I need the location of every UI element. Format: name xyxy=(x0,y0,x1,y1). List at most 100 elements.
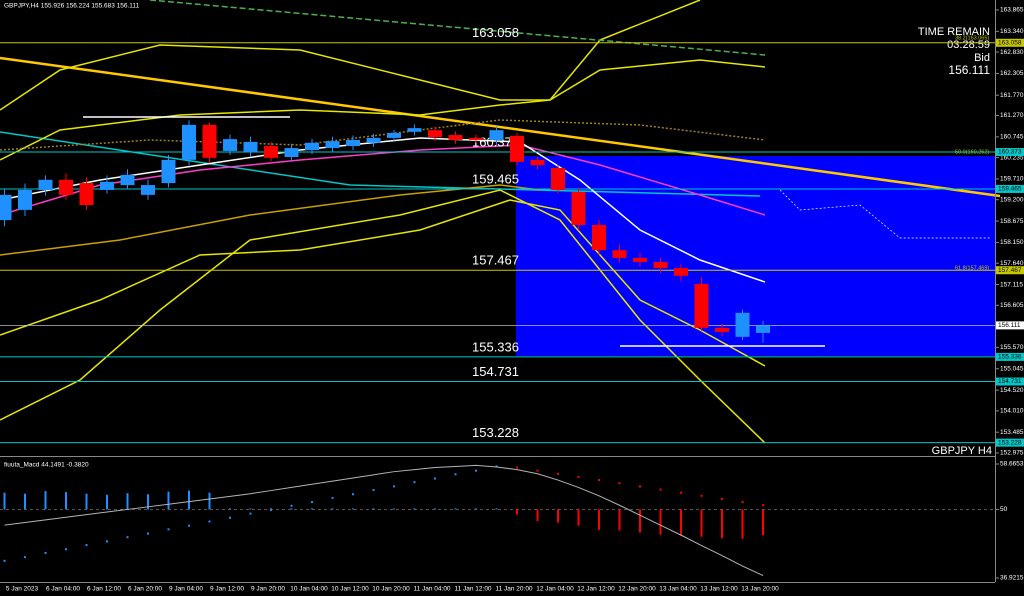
x-tick-label: 13 Jan 04:00 xyxy=(659,586,697,593)
x-tick-label: 10 Jan 20:00 xyxy=(372,586,410,593)
ma-line xyxy=(0,137,766,283)
y-tick-label: 155.570 xyxy=(1000,344,1024,351)
level-label: 159.465 xyxy=(472,171,519,186)
x-tick-label: 6 Jan 20:00 xyxy=(128,586,162,593)
candle-body xyxy=(325,141,340,149)
symbol-label: GBPJPY H4 xyxy=(932,445,992,457)
candle-body xyxy=(100,181,114,190)
x-tick-label: 11 Jan 20:00 xyxy=(495,586,532,593)
x-tick-label: 12 Jan 20:00 xyxy=(618,586,656,593)
signal-dot xyxy=(434,477,436,480)
x-tick-label: 5 Jan 2023 xyxy=(6,586,39,593)
y-tick-label: 157.115 xyxy=(1000,281,1023,288)
signal-dot xyxy=(557,472,559,475)
level-box xyxy=(996,266,1024,275)
candle-body xyxy=(366,137,381,143)
signal-dot xyxy=(208,520,211,523)
candle-body xyxy=(0,194,12,221)
candle-body xyxy=(633,257,647,262)
level-box-label: 159.465 xyxy=(998,186,1022,193)
signal-dot xyxy=(352,493,354,496)
signal-dot xyxy=(659,488,662,491)
x-tick-label: 9 Jan 12:00 xyxy=(210,586,244,593)
candle-body xyxy=(120,174,135,186)
signal-dot xyxy=(393,485,395,488)
candle-body xyxy=(407,128,422,132)
candle-body xyxy=(223,139,237,151)
candle-body xyxy=(161,159,176,184)
x-tick-label: 9 Jan 04:00 xyxy=(169,586,203,593)
x-tick-label: 11 Jan 12:00 xyxy=(454,586,491,593)
signal-dot xyxy=(741,501,744,504)
y-tick-label: 162.830 xyxy=(1000,49,1024,56)
x-tick-label: 13 Jan 12:00 xyxy=(700,586,738,593)
candle-body xyxy=(428,130,442,138)
level-box-label: 155.336 xyxy=(998,354,1022,361)
signal-dot xyxy=(3,559,6,562)
x-tick-label: 11 Jan 04:00 xyxy=(413,586,450,593)
candle-body xyxy=(653,261,668,269)
candle-body xyxy=(59,179,73,195)
signal-dot xyxy=(85,544,88,547)
main-line xyxy=(4,464,764,576)
level-box-label: 154.731 xyxy=(998,378,1022,385)
signal-dot xyxy=(372,489,375,492)
y-tick-label: 160.745 xyxy=(1000,134,1024,141)
y-tick-label: 152.975 xyxy=(1000,450,1024,457)
y-tick-label: 154.520 xyxy=(1000,387,1024,394)
signal-dot xyxy=(270,508,272,511)
level-label: 155.336 xyxy=(472,339,519,354)
signal-dot xyxy=(454,473,457,476)
x-tick-label: 12 Jan 04:00 xyxy=(536,586,574,593)
signal-dot xyxy=(188,524,190,527)
y-tick-label: 158.150 xyxy=(1000,239,1024,246)
signal-dot xyxy=(639,485,641,488)
signal-dot xyxy=(249,512,252,515)
y-tick-label: 157.640 xyxy=(1000,260,1024,267)
level-label: 160.373 xyxy=(472,134,519,149)
y-tick-label: 162.305 xyxy=(1000,70,1024,77)
candle-body xyxy=(284,148,299,158)
candle-body xyxy=(592,224,606,251)
indicators xyxy=(0,0,1001,444)
bid-box-label: 156.111 xyxy=(998,322,1021,329)
macd-title: fiuuta_Macd 44.1491 -0.3820 xyxy=(4,462,89,469)
level-box-label: 157.467 xyxy=(998,267,1022,274)
x-tick-label: 10 Jan 04:00 xyxy=(290,586,328,593)
bid-title: Bid xyxy=(974,52,990,64)
ma-line xyxy=(0,184,541,256)
level-box xyxy=(996,352,1024,361)
y-tick-label: 36.9215 xyxy=(1000,575,1024,582)
bid-box xyxy=(996,321,1024,330)
candle-body xyxy=(756,325,770,333)
signal-dot xyxy=(167,528,170,531)
level-box-label: 163.058 xyxy=(998,40,1022,47)
candle-body xyxy=(571,192,586,225)
level-label: 154.731 xyxy=(472,364,519,379)
candle-body xyxy=(141,185,155,195)
signal-dot xyxy=(721,497,723,500)
cloud-line xyxy=(0,119,766,151)
level-box xyxy=(996,184,1024,193)
candle-body xyxy=(674,268,688,276)
candle-body xyxy=(448,135,463,140)
signal-dot xyxy=(577,475,580,478)
level-box xyxy=(996,38,1024,47)
y-tick-label: 155.045 xyxy=(1000,365,1024,372)
ma-line xyxy=(149,0,766,56)
signal-dot xyxy=(126,536,129,539)
signal-dot xyxy=(536,469,539,472)
candle-body xyxy=(530,159,545,166)
candle-body xyxy=(202,124,217,158)
level-box-label: 160.373 xyxy=(998,149,1022,156)
band-lower xyxy=(0,199,766,367)
signal-dot xyxy=(290,504,293,507)
trendline xyxy=(0,56,1001,198)
x-tick-label: 13 Jan 20:00 xyxy=(741,586,779,593)
candle-body xyxy=(38,179,53,190)
candle-body xyxy=(715,327,729,332)
x-tick-label: 12 Jan 12:00 xyxy=(577,586,615,593)
signal-dot xyxy=(331,496,334,499)
signal-dot xyxy=(147,532,149,535)
